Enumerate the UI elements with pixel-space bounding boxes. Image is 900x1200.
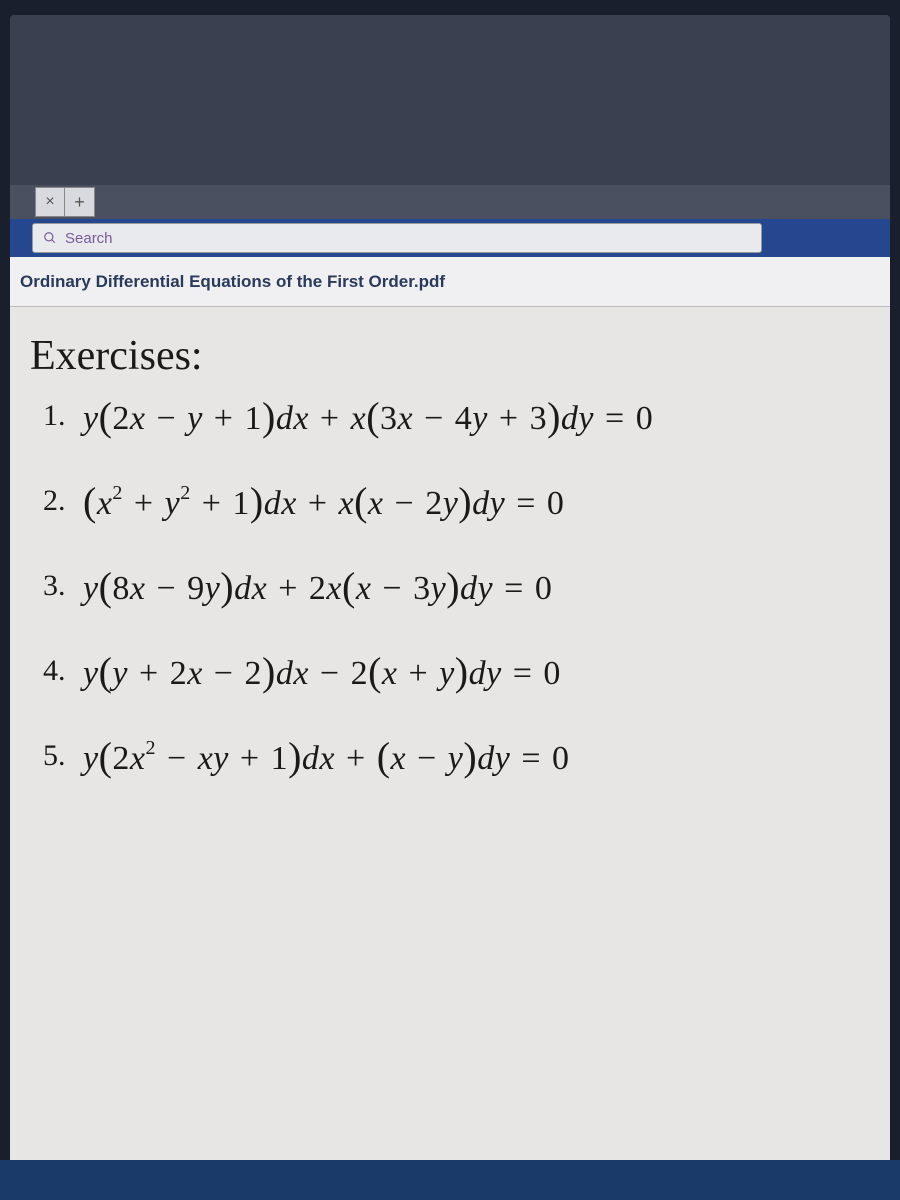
equation: y(y + 2x − 2)dx − 2(x + y)dy = 0 (83, 647, 561, 694)
exercise-item-2: 2. (x2 + y2 + 1)dx + x(x − 2y)dy = 0 (25, 477, 875, 524)
equation: y(2x − y + 1)dx + x(3x − 4y + 3)dy = 0 (83, 392, 653, 439)
taskbar[interactable] (10, 1160, 890, 1190)
exercise-number: 1. (43, 399, 73, 433)
document-toolbar: Ordinary Differential Equations of the F… (10, 257, 890, 307)
search-placeholder: Search (65, 230, 113, 247)
close-tab-button[interactable]: × (35, 187, 65, 217)
exercises-heading: Exercises: (30, 332, 875, 380)
document-content: Exercises: 1. y(2x − y + 1)dx + x(3x − 4… (10, 307, 890, 1190)
exercise-number: 2. (43, 484, 73, 518)
search-bar-row: Search (10, 219, 890, 257)
exercise-number: 4. (43, 654, 73, 688)
browser-tab-row: × + (10, 185, 890, 219)
exercise-item-5: 5. y(2x2 − xy + 1)dx + (x − y)dy = 0 (25, 732, 875, 779)
top-spacer (10, 15, 890, 185)
new-tab-button[interactable]: + (65, 187, 95, 217)
exercise-item-1: 1. y(2x − y + 1)dx + x(3x − 4y + 3)dy = … (25, 392, 875, 439)
exercise-list: 1. y(2x − y + 1)dx + x(3x − 4y + 3)dy = … (25, 392, 875, 779)
screen: × + Search Ordinary Differential Equatio… (10, 15, 890, 1190)
document-title: Ordinary Differential Equations of the F… (20, 272, 445, 292)
exercise-number: 3. (43, 569, 73, 603)
equation: y(8x − 9y)dx + 2x(x − 3y)dy = 0 (83, 562, 552, 609)
search-icon (43, 231, 57, 245)
search-input[interactable]: Search (32, 223, 762, 253)
exercise-item-3: 3. y(8x − 9y)dx + 2x(x − 3y)dy = 0 (25, 562, 875, 609)
monitor-frame: × + Search Ordinary Differential Equatio… (0, 0, 900, 1200)
exercise-item-4: 4. y(y + 2x − 2)dx − 2(x + y)dy = 0 (25, 647, 875, 694)
equation: y(2x2 − xy + 1)dx + (x − y)dy = 0 (83, 732, 570, 779)
exercise-number: 5. (43, 739, 73, 773)
equation: (x2 + y2 + 1)dx + x(x − 2y)dy = 0 (83, 477, 564, 524)
